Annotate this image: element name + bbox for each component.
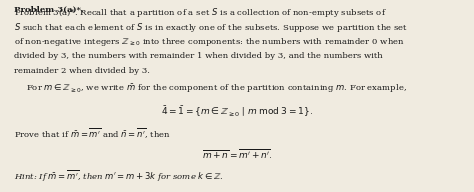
Text: $S$ such that each element of $S$ is in exactly one of the subsets. Suppose we p: $S$ such that each element of $S$ is in …	[14, 21, 408, 34]
Text: Problem 3(a)*. Recall that a partition of a set $S$ is a collection of non-empty: Problem 3(a)*. Recall that a partition o…	[14, 6, 387, 19]
Text: Prove that if $\bar{m} = \overline{m'}$ and $\bar{n} = \overline{n'}$, then: Prove that if $\bar{m} = \overline{m'}$ …	[14, 126, 171, 140]
Text: For $m \in \mathbb{Z}_{\geq 0}$, we write $\bar{m}$ for the component of the par: For $m \in \mathbb{Z}_{\geq 0}$, we writ…	[26, 83, 407, 95]
Text: Problem 3(a)*.: Problem 3(a)*.	[14, 6, 84, 14]
Text: $\overline{m+n} = \overline{m'+n'}.$: $\overline{m+n} = \overline{m'+n'}.$	[201, 147, 273, 161]
Text: Hint: If $\bar{m} = \overline{m'}$, then $m' = m + 3k$ for some $k \in \mathbb{Z: Hint: If $\bar{m} = \overline{m'}$, then…	[14, 169, 224, 184]
Text: of non-negative integers $\mathbb{Z}_{\geq 0}$ into three components: the number: of non-negative integers $\mathbb{Z}_{\g…	[14, 36, 405, 48]
Text: remainder 2 when divided by 3.: remainder 2 when divided by 3.	[14, 67, 150, 75]
Text: divided by 3, the numbers with remainder 1 when divided by 3, and the numbers wi: divided by 3, the numbers with remainder…	[14, 52, 383, 60]
Text: $\bar{4} = \bar{1} = \{m \in \mathbb{Z}_{\geq 0}\mid m \;\mathrm{mod}\; 3 = 1\}.: $\bar{4} = \bar{1} = \{m \in \mathbb{Z}_…	[161, 105, 313, 119]
